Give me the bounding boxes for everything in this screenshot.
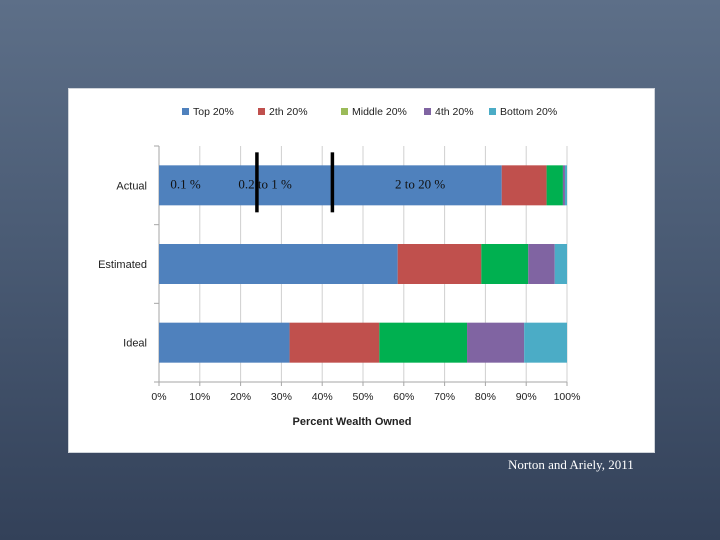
bar-estimated-middle-20	[481, 244, 529, 284]
bar-ideal-2th-20	[289, 322, 380, 363]
legend-swatch	[182, 108, 189, 115]
annotations: 0.1 % 0.2 to 1 % 2 to 20 %	[170, 152, 445, 213]
x-tick-label: 100%	[554, 391, 581, 403]
legend-swatch	[489, 108, 496, 115]
category-labels: Actual Estimated Ideal	[98, 180, 147, 349]
category-label-actual: Actual	[116, 180, 147, 192]
legend: Top 20% 2th 20% Middle 20% 4th 20% Bottom 20…	[182, 106, 557, 118]
legend-item-middle-20: Middle 20%	[341, 106, 407, 118]
annotation-label-2-to-20: 2 to 20 %	[395, 176, 445, 191]
bar-ideal-top-20	[159, 322, 290, 363]
annotation-label-0-2-to-1: 0.2 to 1 %	[238, 176, 292, 191]
bar-actual-4th-20	[562, 165, 565, 206]
bar-estimated-top-20	[159, 244, 398, 284]
bar-estimated-4th-20	[528, 244, 555, 284]
legend-label: 2th 20%	[269, 106, 308, 118]
stacked-bar-chart: 0.1 % 0.2 to 1 % 2 to 20 % Actual Estimated…	[98, 106, 580, 428]
x-tick-label: 20%	[230, 391, 251, 403]
bar-estimated-bottom-20	[554, 244, 567, 284]
legend-item-bottom-20: Bottom 20%	[489, 106, 557, 118]
x-tick-label: 30%	[271, 391, 292, 403]
bar-ideal-4th-20	[467, 322, 525, 363]
x-tick-label: 90%	[516, 391, 537, 403]
bar-estimated-2th-20	[397, 244, 482, 284]
x-tick-labels: 0% 10% 20% 30% 40% 50% 60% 70% 80% 90% 100%	[151, 391, 580, 403]
x-tick-label: 80%	[475, 391, 496, 403]
x-tick-label: 40%	[312, 391, 333, 403]
category-label-ideal: Ideal	[123, 338, 147, 350]
legend-label: Bottom 20%	[500, 106, 557, 118]
legend-swatch	[424, 108, 431, 115]
bar-actual-2th-20	[501, 165, 547, 206]
bar-actual-bottom-20	[564, 165, 567, 206]
bars	[159, 165, 567, 363]
legend-label: Top 20%	[193, 106, 234, 118]
x-tick-label: 50%	[352, 391, 373, 403]
legend-swatch	[258, 108, 265, 115]
legend-swatch	[341, 108, 348, 115]
legend-label: Middle 20%	[352, 106, 407, 118]
legend-item-2th-20: 2th 20%	[258, 106, 308, 118]
citation: Norton and Ariely, 2011	[508, 457, 634, 472]
category-label-estimated: Estimated	[98, 259, 147, 271]
x-tick-label: 70%	[434, 391, 455, 403]
x-tick-label: 0%	[151, 391, 166, 403]
x-tick-label: 60%	[393, 391, 414, 403]
bar-ideal-bottom-20	[524, 322, 567, 363]
annotation-label-0-1: 0.1 %	[170, 176, 201, 191]
x-tick-label: 10%	[189, 391, 210, 403]
chart-panel: 0.1 % 0.2 to 1 % 2 to 20 % Actual Estimated…	[68, 88, 655, 453]
legend-item-top-20: Top 20%	[182, 106, 234, 118]
legend-label: 4th 20%	[435, 106, 474, 118]
bar-ideal-middle-20	[379, 322, 468, 363]
bar-actual-top-20	[159, 165, 502, 206]
bar-actual-middle-20	[546, 165, 563, 206]
x-axis-title: Percent Wealth Owned	[293, 416, 412, 428]
legend-item-4th-20: 4th 20%	[424, 106, 474, 118]
